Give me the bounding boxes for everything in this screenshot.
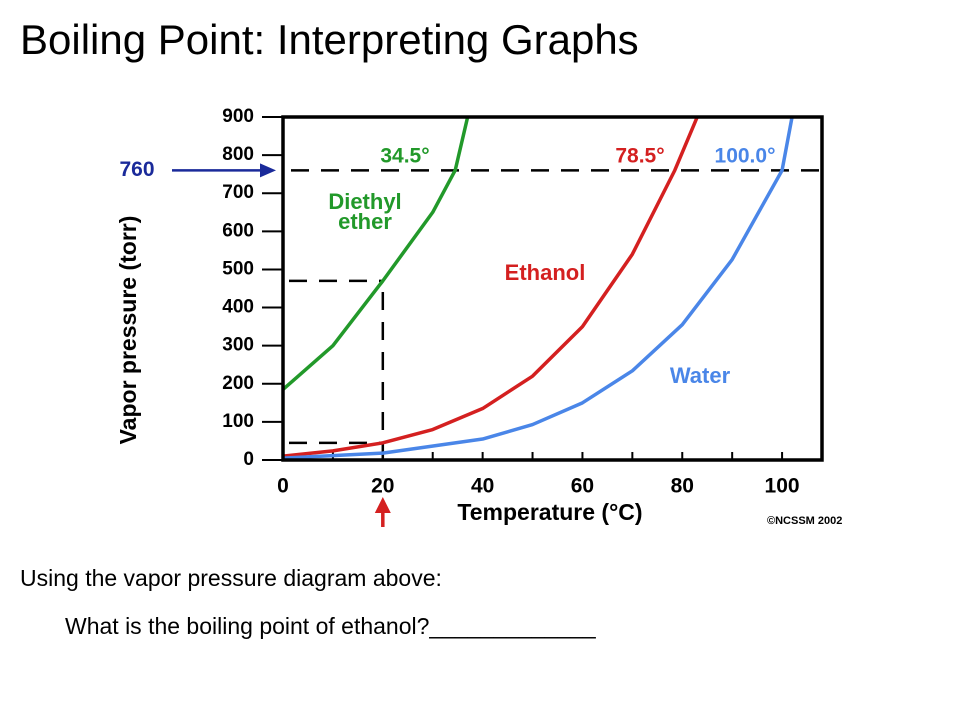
y-axis-title: Vapor pressure (torr) — [115, 216, 141, 445]
x-tick-label: 40 — [471, 475, 494, 498]
y-tick-label: 400 — [222, 297, 254, 318]
x-axis-title: Temperature (°C) — [457, 499, 642, 525]
boiling-point-label: 100.0° — [715, 145, 776, 168]
x-tick-label: 0 — [277, 475, 289, 498]
plot-area — [283, 117, 794, 460]
slide-title: Boiling Point: Interpreting Graphs — [20, 16, 639, 63]
temperature-marker-arrowhead — [374, 497, 391, 513]
intro-text: Using the vapor pressure diagram above: — [20, 565, 442, 591]
boiling-point-label: 78.5° — [615, 145, 664, 168]
x-tick-label: 60 — [571, 475, 594, 498]
y-tick-label: 300 — [222, 335, 254, 356]
y-tick-label: 600 — [222, 220, 254, 241]
series-label: Ethanol — [504, 260, 586, 285]
line-series — [283, 117, 794, 460]
y-tick-label: 700 — [222, 182, 254, 203]
series-label: Diethyl ether — [328, 189, 402, 234]
y-tick-label: 200 — [222, 373, 254, 394]
x-tick-label: 80 — [671, 475, 694, 498]
question-text: What is the boiling point of ethanol?___… — [65, 613, 596, 639]
series-label: Water — [669, 363, 731, 388]
boiling-point-label: 34.5° — [380, 145, 429, 168]
x-tick-label: 20 — [371, 475, 394, 498]
pressure-marker-arrowhead — [260, 163, 276, 178]
pressure-marker-label: 760 — [119, 158, 154, 181]
credit: ©NCSSM 2002 — [767, 515, 842, 527]
y-tick-label: 500 — [222, 258, 254, 279]
y-tick-label: 800 — [222, 144, 254, 165]
line-series — [283, 117, 699, 458]
line-series — [283, 117, 470, 391]
y-tick-label: 100 — [222, 411, 254, 432]
y-tick-label: 0 — [243, 449, 254, 470]
chart: 0 100 200 300 400 500 600 700 800 900 0 20 40 60 80 100… — [115, 106, 842, 527]
y-tick-label: 900 — [222, 106, 254, 127]
plot-frame — [281, 115, 824, 462]
x-tick-label: 100 — [765, 475, 800, 498]
